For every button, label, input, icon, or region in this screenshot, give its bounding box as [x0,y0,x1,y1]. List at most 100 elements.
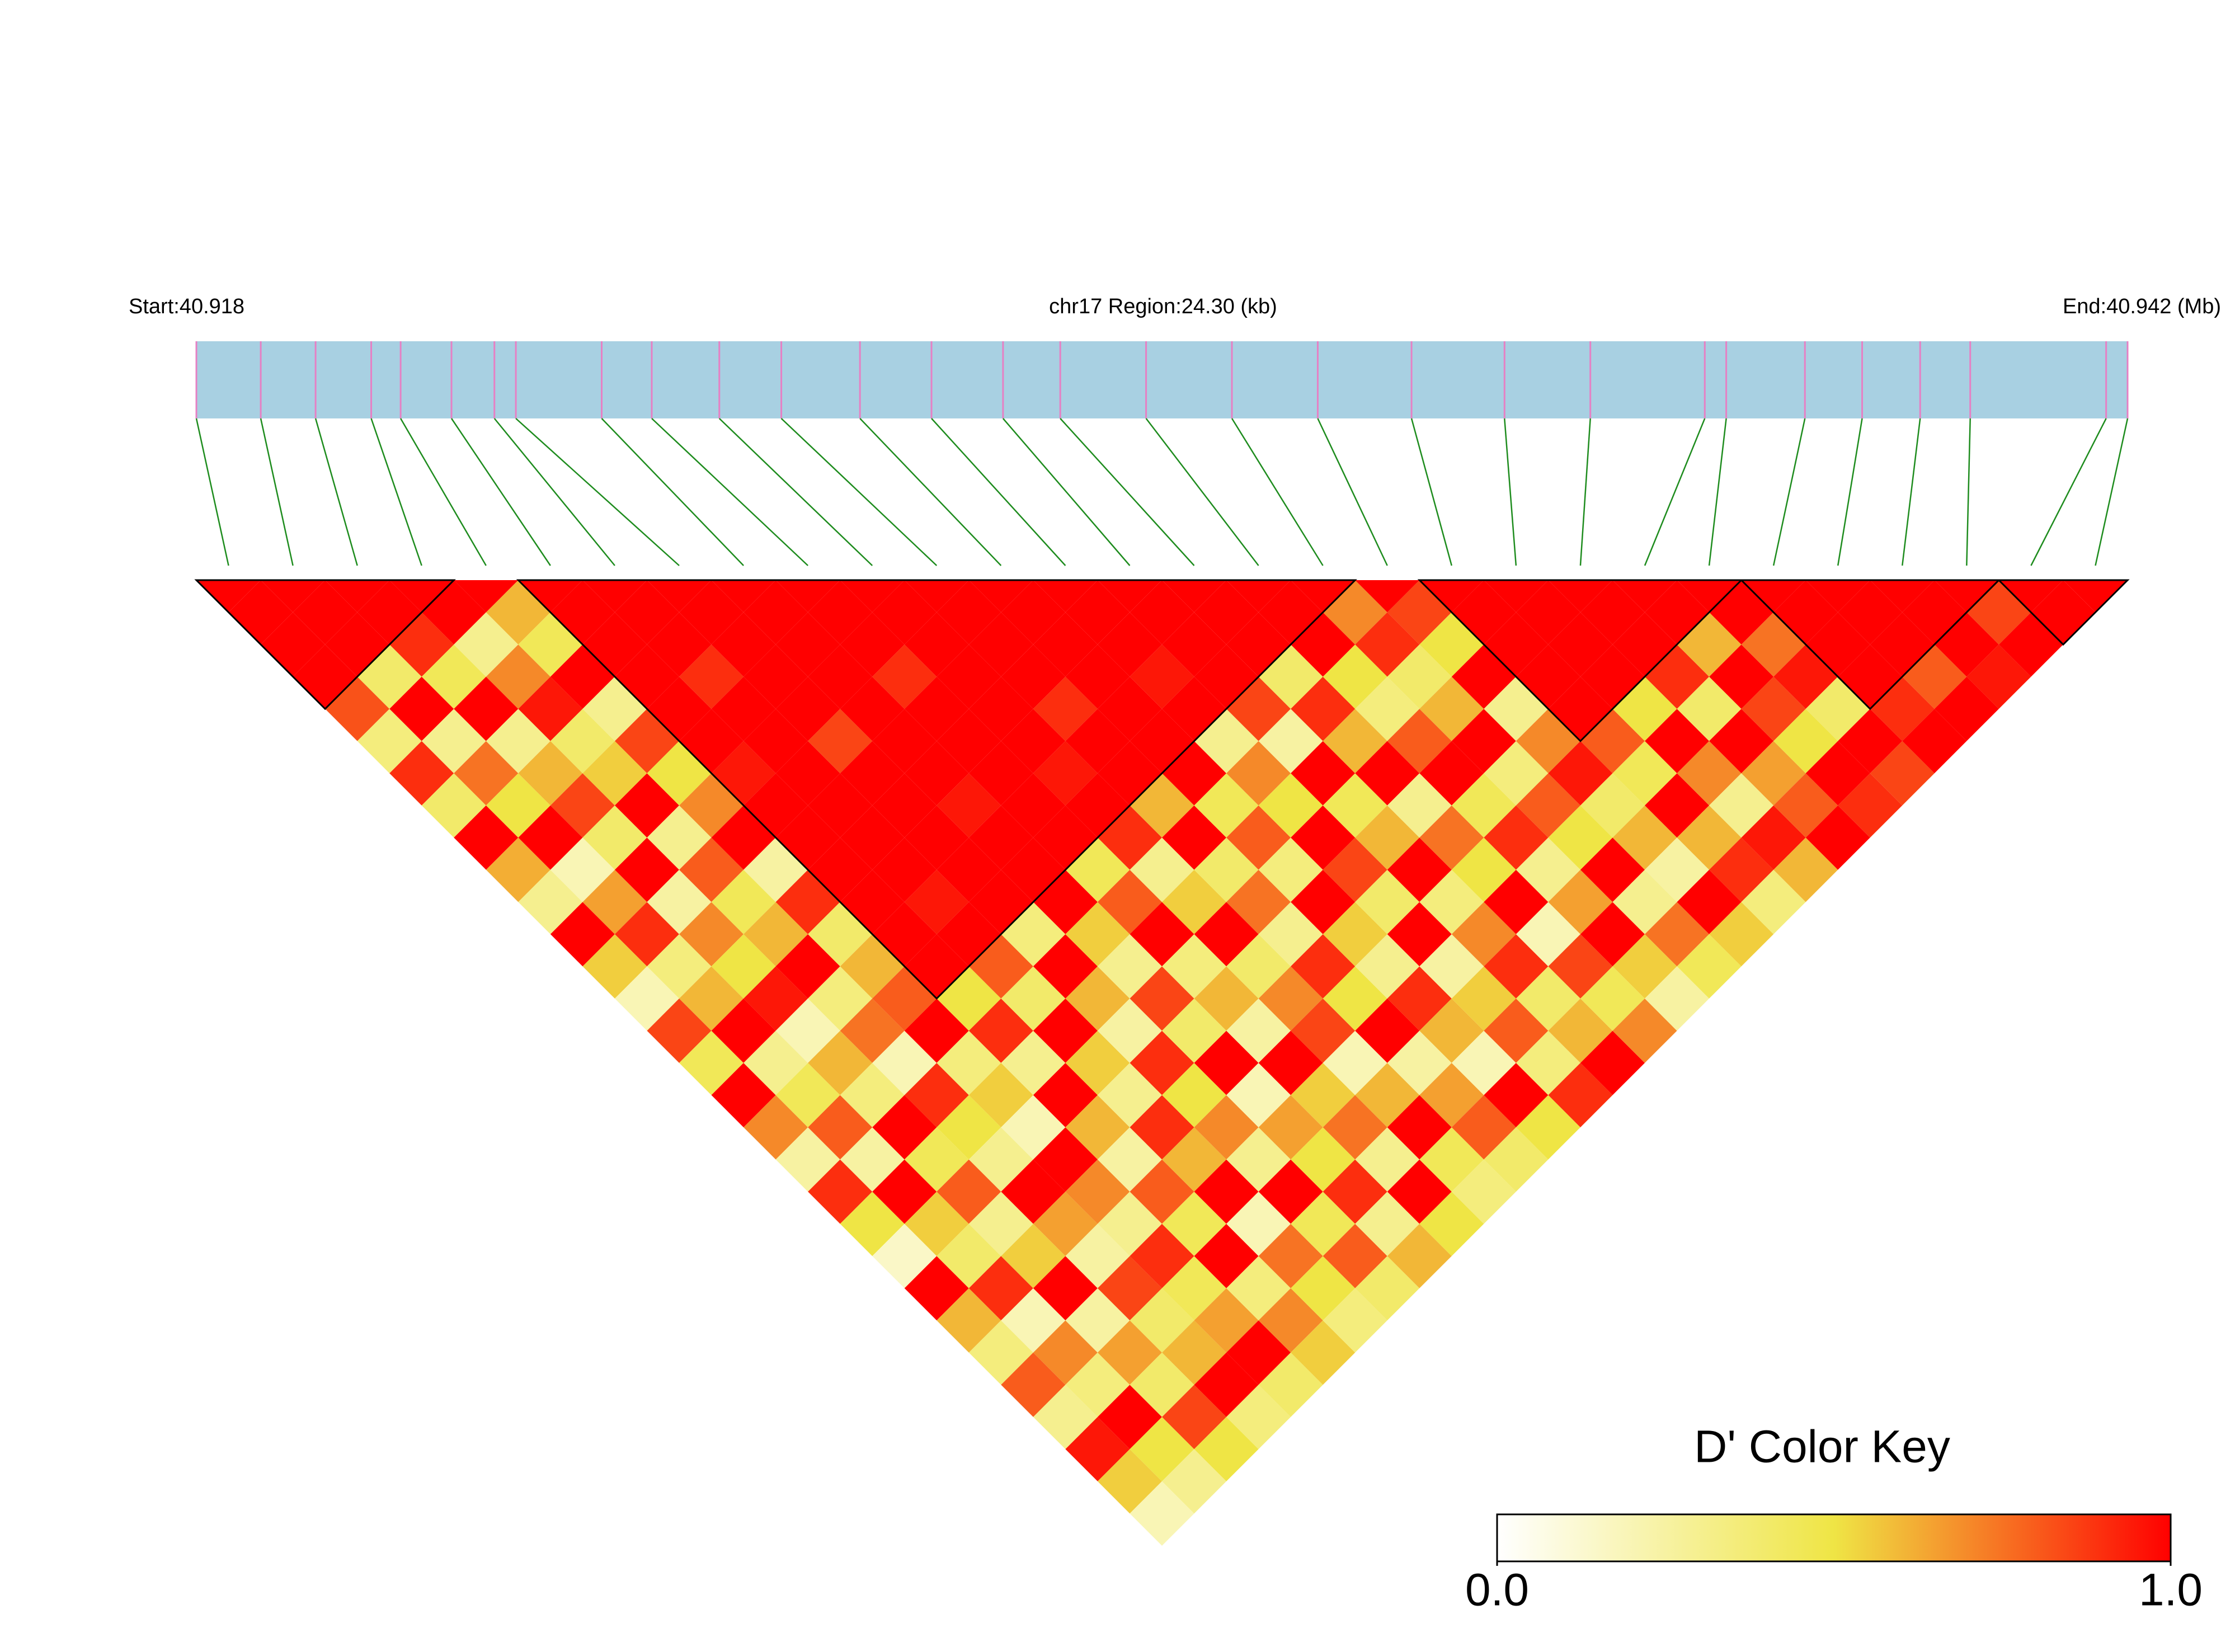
ld-cell [1065,1352,1130,1417]
ld-cell [1451,773,1516,838]
ld-cell [1097,869,1162,934]
ld-cell [1065,902,1130,967]
ld-cell [647,805,712,870]
ld-cell [1194,644,1259,709]
ld-cell [1709,837,1774,902]
ld-cell [1097,1449,1162,1514]
snp-connector [1902,418,1921,566]
ld-cell [1065,1159,1130,1224]
ld-cell [1323,902,1387,967]
ld-cell [1130,709,1194,774]
ld-cell [1419,1063,1484,1128]
ld-cell [1162,612,1227,677]
ld-cell [1130,1223,1194,1288]
ld-cell [1677,869,1742,934]
color-key-label: 1.0 [2139,1565,2203,1616]
ld-cell [1130,966,1194,1031]
ld-cell [1194,1416,1259,1481]
ld-cell [1258,1030,1323,1095]
ld-cell [1516,709,1580,774]
ld-cell [421,580,486,645]
ld-cell [647,612,712,677]
ld-cell [904,1192,969,1256]
ld-cell [1838,773,1903,838]
ld-cell [550,837,615,902]
ld-cell [968,1127,1033,1192]
snp-marker [454,580,519,613]
snp-connector [1145,418,1259,566]
ld-cell [1419,934,1484,999]
ld-cell [1065,1030,1130,1095]
ld-cell [518,869,583,934]
ld-cell [711,676,776,741]
ld-cell [1548,869,1613,934]
ld-cell [1773,580,1838,645]
ld-cell [1387,773,1452,838]
snp-connector [1772,418,1806,566]
snp-connector [1644,418,1706,566]
ld-cell [1001,1030,1066,1095]
snp-marker [1677,580,1742,613]
ld-cell [1580,773,1645,838]
ld-cell [1130,1159,1194,1224]
ld-cell [1484,998,1549,1063]
ld-cell [1805,676,1870,741]
ld-cell [1902,709,1967,774]
ld-cell [1870,741,1935,806]
ld-cell [1194,773,1259,838]
ld-cell [1258,837,1323,902]
ld-cell [582,741,647,806]
ld-cell [1355,676,1420,741]
ld-cell [1709,644,1774,709]
ld-cell [1419,741,1484,806]
ld-cell [1612,805,1677,870]
ld-cell [968,934,1033,999]
snp-marker [1998,580,2063,613]
ld-cell [1033,1320,1098,1385]
snp-marker [389,580,454,613]
ld-cell [1612,869,1677,934]
ld-cell [1130,1030,1194,1095]
snp-connector [1579,418,1591,566]
ld-cell [1001,773,1066,838]
ld-cell [904,1127,969,1192]
ld-cell [968,1192,1033,1256]
snp-connector [450,418,551,566]
snp-connector [195,418,229,566]
ld-cell [1355,612,1420,677]
ld-cell [1451,580,1516,645]
snp-marker [711,580,776,613]
ld-cell [1677,676,1742,741]
ld-cell [228,580,293,645]
ld-cell [1451,966,1516,1031]
ld-cell [1258,1095,1323,1160]
ld-cell [904,612,969,677]
ld-cell [1966,580,2031,645]
ld-cell [1580,709,1645,774]
ld-cell [1226,676,1291,741]
ld-cell [1516,837,1580,902]
ld-cell [1355,741,1420,806]
ld-cell [1258,1352,1323,1417]
ld-cell [1001,1288,1066,1353]
ld-cell [1805,805,1870,870]
ld-cell [1226,1063,1291,1128]
ld-cell [293,580,357,645]
ld-cell [1516,1030,1580,1095]
snp-marker [1484,580,1549,613]
ld-cell [1645,709,1710,774]
ld-cell [1805,741,1870,806]
ld-cell [486,837,550,902]
region-label: chr17 Region:24.30 (kb) [1049,295,1277,318]
ld-cell [1451,709,1516,774]
ld-cell [1033,998,1098,1063]
ld-cell [1162,934,1227,999]
ld-cell [550,773,615,838]
ld-cell [1387,1159,1452,1224]
ld-cell [1194,1030,1259,1095]
ld-cell [1741,612,1806,677]
ld-cell [614,709,679,774]
ld-cell [1001,1223,1066,1288]
ld-cell [1323,966,1387,1031]
ld-cell [1291,741,1356,806]
